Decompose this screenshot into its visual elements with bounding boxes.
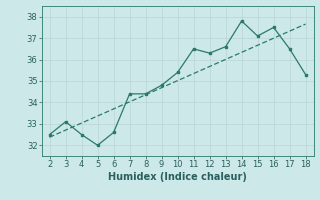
X-axis label: Humidex (Indice chaleur): Humidex (Indice chaleur) [108,172,247,182]
